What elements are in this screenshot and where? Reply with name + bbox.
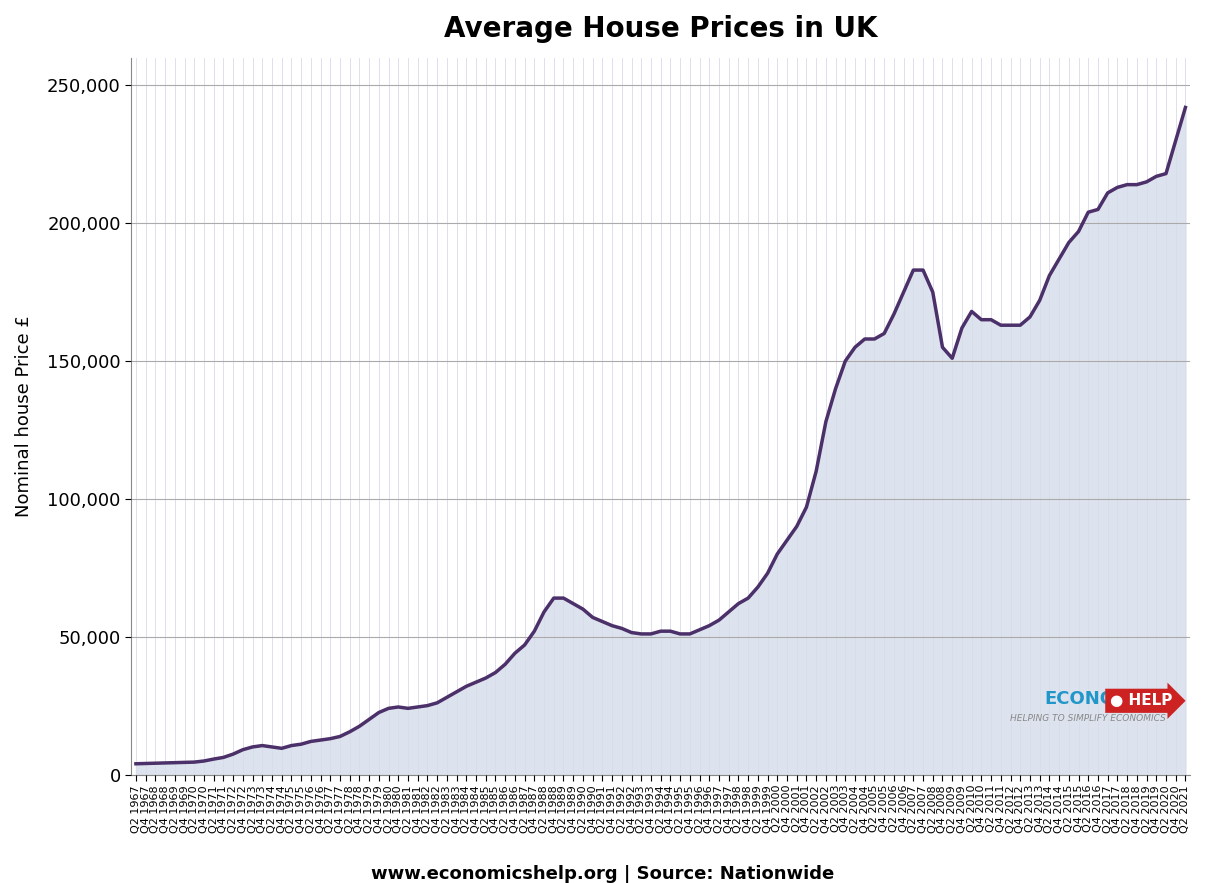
- Title: Average House Prices in UK: Average House Prices in UK: [444, 15, 878, 43]
- Text: ● HELP: ● HELP: [1110, 693, 1172, 708]
- Text: www.economicshelp.org | Source: Nationwide: www.economicshelp.org | Source: Nationwi…: [371, 864, 835, 883]
- Y-axis label: Nominal house Price £: Nominal house Price £: [14, 315, 33, 517]
- Text: ECONOMICS: ECONOMICS: [1044, 691, 1166, 708]
- Text: HELPING TO SIMPLIFY ECONOMICS: HELPING TO SIMPLIFY ECONOMICS: [1011, 714, 1166, 723]
